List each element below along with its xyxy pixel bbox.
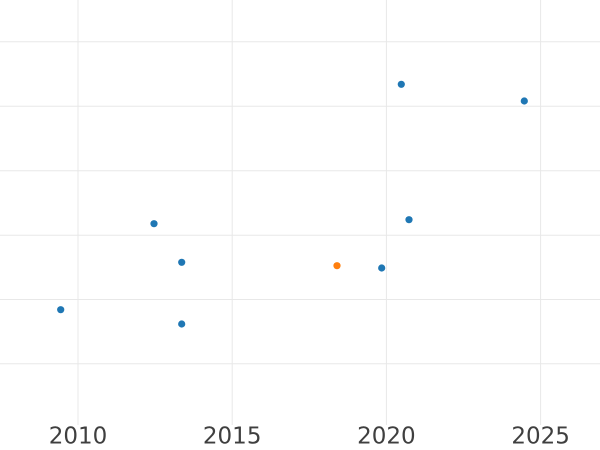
data-point-series-blue [178, 320, 186, 328]
x-tick-label: 2025 [511, 423, 570, 450]
data-point-series-blue [178, 258, 186, 266]
data-point-series-blue [520, 97, 528, 105]
x-tick-label: 2020 [357, 423, 416, 450]
data-point-series-blue [378, 264, 386, 272]
data-point-series-blue [405, 216, 413, 224]
x-tick-label: 2015 [202, 423, 262, 450]
x-tick-label: 2010 [48, 423, 108, 450]
data-point-series-orange [333, 262, 341, 270]
data-point-series-blue [57, 306, 65, 314]
data-point-series-blue [397, 80, 405, 88]
data-point-series-blue [150, 220, 158, 228]
